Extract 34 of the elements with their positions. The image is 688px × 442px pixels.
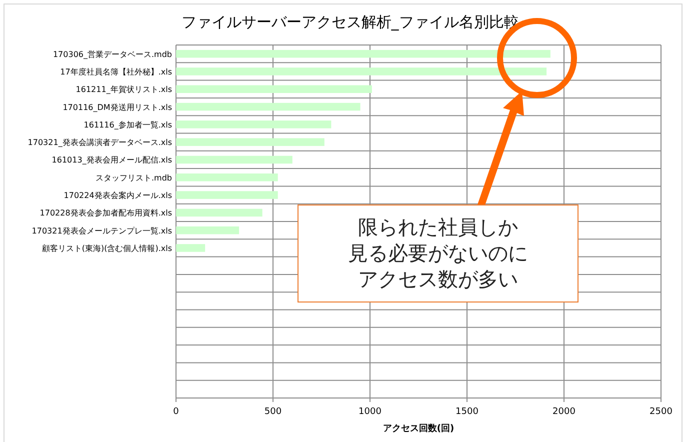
y-tick-label: スタッフリスト.mdb xyxy=(96,173,172,182)
y-tick-label: 顧客リスト(東海)(含む個人情報).xls xyxy=(42,244,172,253)
annotation: 限られた社員しか xyxy=(358,215,518,239)
bar xyxy=(176,120,332,128)
x-tick-label: 2000 xyxy=(552,407,576,417)
bar xyxy=(176,156,292,164)
bar xyxy=(176,244,206,252)
y-tick-label: 170321_発表会講演者データベース.xls xyxy=(28,138,172,148)
x-tick-label: 1500 xyxy=(456,407,479,417)
y-tick-label: 161013_発表会用メール配信.xls xyxy=(52,156,172,165)
bar xyxy=(176,68,547,76)
y-tick-label: 170228発表会参加者配布用資料.xls xyxy=(40,208,172,218)
annotation: 見る必要がないのに xyxy=(348,241,528,265)
y-tick-label: 170321発表会メールテンプレ一覧.xls xyxy=(32,226,172,236)
y-tick-label: 170224発表会案内メール.xls xyxy=(64,191,172,200)
y-tick-label: 161211_年賀状リスト.xls xyxy=(76,85,172,94)
y-tick-label: 17年度社員名簿【社外秘】.xls xyxy=(60,67,172,76)
x-axis-title: アクセス回数(回) xyxy=(382,423,454,434)
bar xyxy=(176,50,550,58)
bar xyxy=(176,102,360,111)
bar xyxy=(176,191,278,199)
bar xyxy=(176,138,324,146)
y-tick-label: 170306_営業データベース.mdb xyxy=(52,50,172,59)
x-tick-label: 500 xyxy=(264,407,282,417)
bar xyxy=(176,226,240,234)
x-tick-label: 2500 xyxy=(650,407,673,417)
x-tick-label: 0 xyxy=(173,407,180,417)
y-tick-label: 170116_DM発送用リスト.xls xyxy=(62,102,172,112)
bar xyxy=(176,173,278,182)
bar xyxy=(176,85,372,94)
y-tick-label: 161116_参加者一覧.xls xyxy=(84,120,172,130)
annotation: アクセス数が多い xyxy=(358,267,518,291)
x-tick-label: 1000 xyxy=(358,407,382,417)
bar xyxy=(176,208,262,217)
